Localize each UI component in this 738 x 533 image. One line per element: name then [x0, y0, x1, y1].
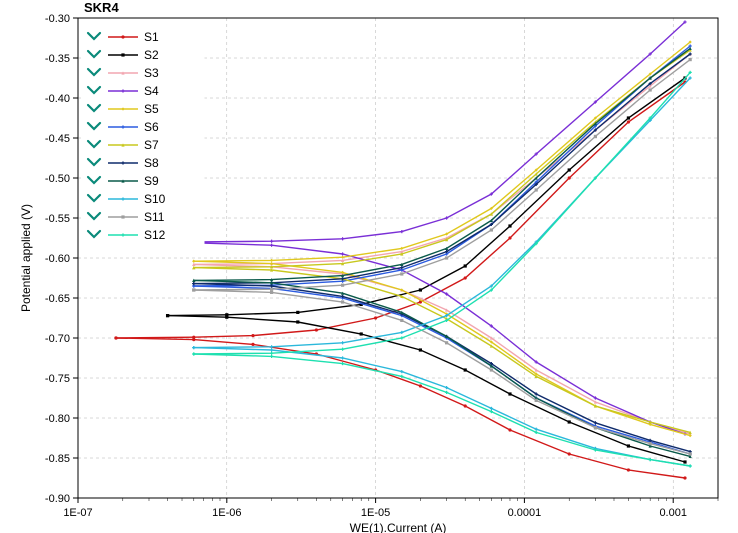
svg-text:S6: S6 — [144, 120, 159, 134]
svg-text:-0.50: -0.50 — [45, 173, 70, 185]
svg-text:Potential applied (V): Potential applied (V) — [19, 204, 33, 312]
svg-text:0.0001: 0.0001 — [508, 507, 542, 519]
svg-text:-0.45: -0.45 — [45, 133, 70, 145]
svg-text:S12: S12 — [144, 228, 166, 242]
tafel-plot: 1E-07 1E-06 1E-05 0.0001 0.001 -0.30 -0.35 -0.4… — [0, 0, 738, 533]
svg-text:-0.75: -0.75 — [45, 373, 70, 385]
svg-text:S4: S4 — [144, 84, 159, 98]
svg-text:S7: S7 — [144, 138, 159, 152]
svg-text:-0.30: -0.30 — [45, 13, 70, 25]
svg-text:-0.80: -0.80 — [45, 413, 70, 425]
svg-text:-0.35: -0.35 — [45, 53, 70, 65]
svg-text:1E-05: 1E-05 — [361, 507, 390, 519]
svg-text:1E-07: 1E-07 — [63, 507, 92, 519]
svg-text:1E-06: 1E-06 — [212, 507, 241, 519]
svg-text:S8: S8 — [144, 156, 159, 170]
svg-text:S5: S5 — [144, 102, 159, 116]
svg-text:-0.55: -0.55 — [45, 213, 70, 225]
svg-text:S11: S11 — [144, 210, 165, 224]
svg-text:0.001: 0.001 — [659, 507, 687, 519]
svg-text:-0.40: -0.40 — [45, 93, 70, 105]
svg-text:S2: S2 — [144, 48, 159, 62]
svg-text:-0.85: -0.85 — [45, 453, 70, 465]
svg-text:-0.90: -0.90 — [45, 493, 70, 505]
svg-text:S10: S10 — [144, 192, 166, 206]
svg-text:WE(1).Current (A): WE(1).Current (A) — [350, 521, 447, 533]
svg-text:-0.65: -0.65 — [45, 293, 70, 305]
svg-text:-0.70: -0.70 — [45, 333, 70, 345]
svg-text:S1: S1 — [144, 30, 159, 44]
svg-text:S9: S9 — [144, 174, 159, 188]
svg-text:-0.60: -0.60 — [45, 253, 70, 265]
svg-text:S3: S3 — [144, 66, 159, 80]
